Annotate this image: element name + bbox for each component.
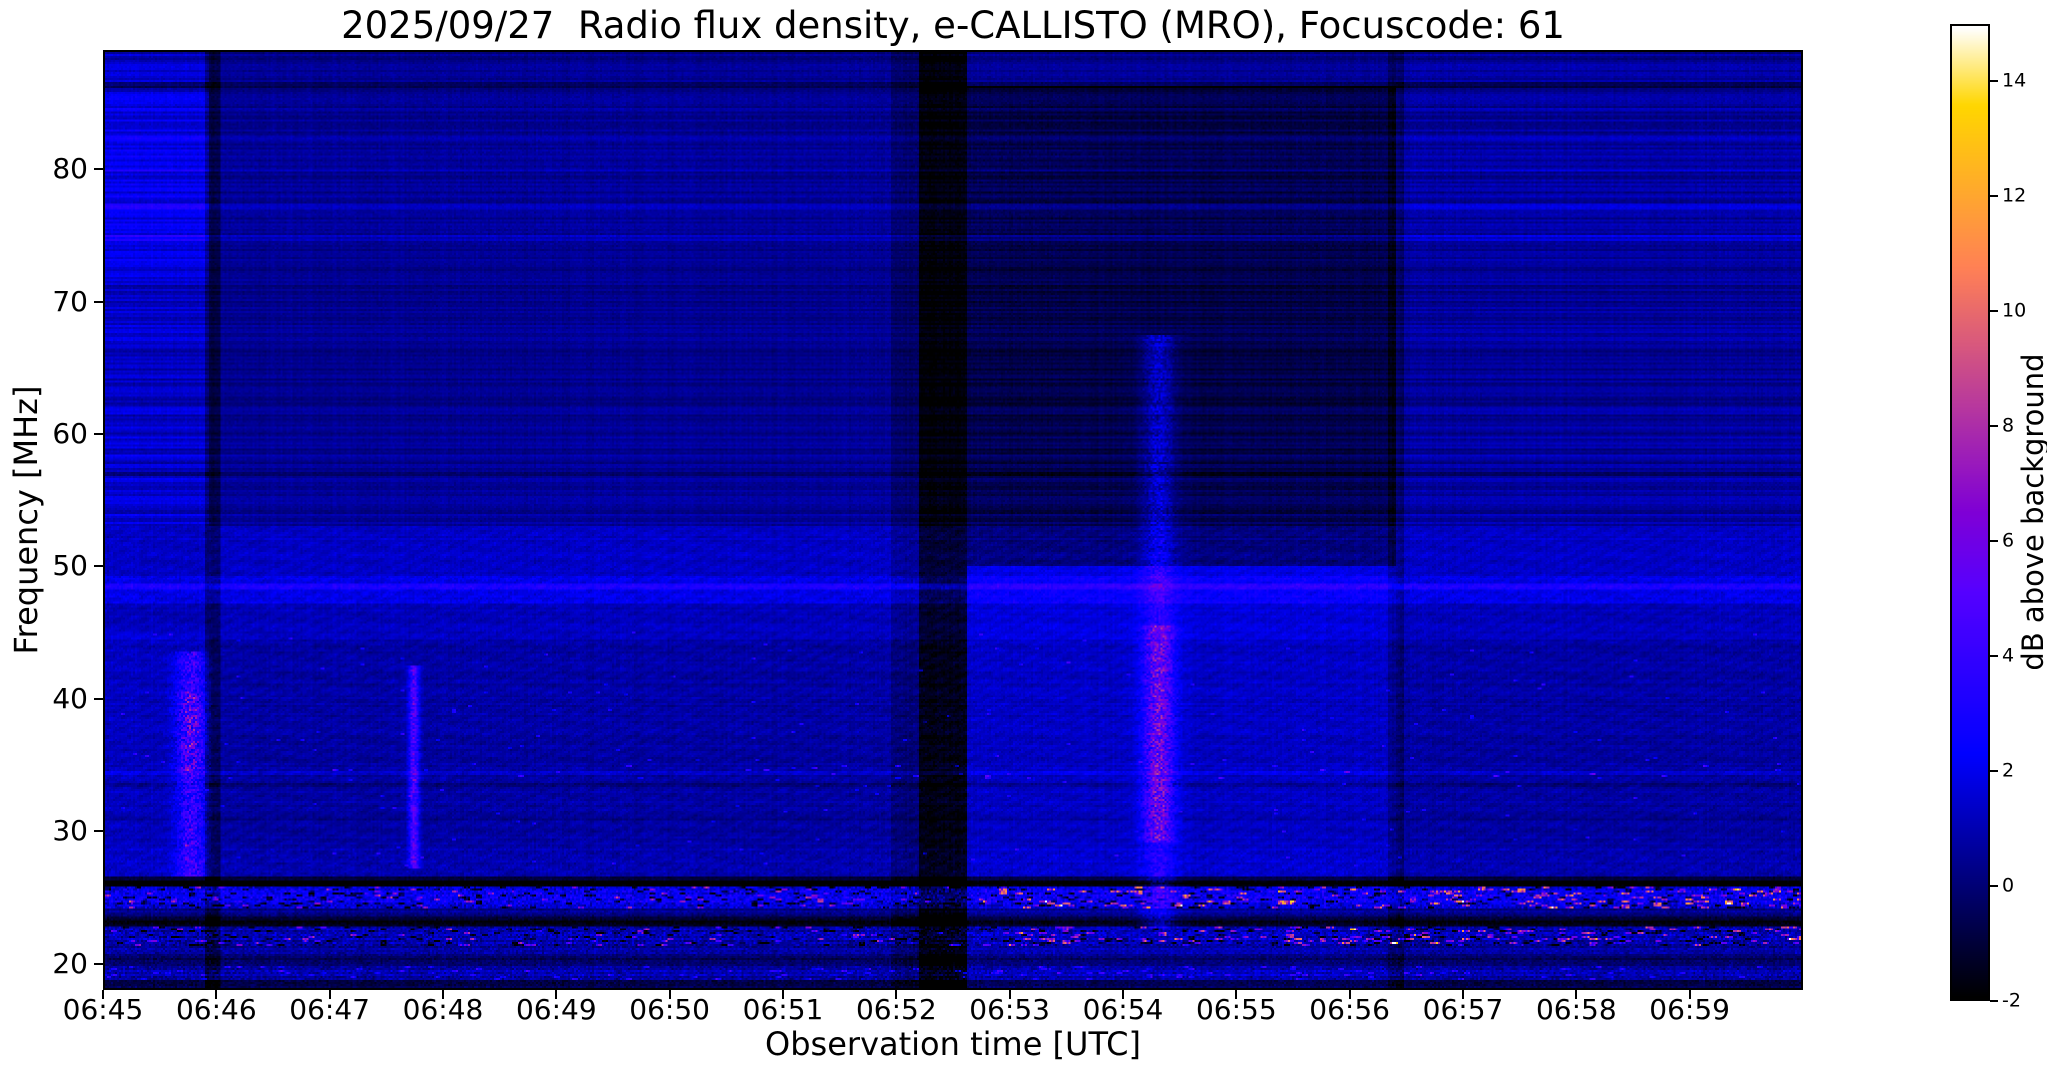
chart-title: 2025/09/27 Radio flux density, e-CALLIST… — [341, 4, 1565, 47]
x-tick-label: 06:49 — [515, 993, 597, 1026]
colorbar-tick-mark — [1990, 1000, 1998, 1002]
colorbar-tick-label: 8 — [2002, 414, 2015, 437]
x-tick-mark — [668, 990, 671, 999]
x-tick-label: 06:45 — [62, 993, 144, 1026]
x-tick-mark — [1235, 990, 1238, 999]
y-tick-label: 70 — [52, 284, 88, 318]
colorbar-tick-mark — [1990, 195, 1998, 198]
colorbar-gradient — [1952, 26, 1988, 999]
x-tick-mark — [782, 990, 784, 999]
x-tick-mark — [1575, 990, 1578, 999]
y-tick-mark — [94, 565, 103, 568]
y-tick-label: 80 — [52, 152, 88, 186]
y-tick-mark — [94, 168, 103, 171]
y-tick-label: 60 — [52, 416, 88, 450]
y-tick-label: 50 — [52, 549, 88, 583]
x-tick-mark — [555, 990, 558, 999]
colorbar-tick-mark — [1990, 425, 1998, 428]
colorbar-label: dB above background — [2016, 353, 2047, 671]
colorbar-tick-mark — [1990, 540, 1998, 543]
colorbar-tick-label: -2 — [2002, 989, 2021, 1012]
x-tick-label: 06:59 — [1649, 993, 1731, 1026]
x-axis-label: Observation time [UTC] — [765, 1025, 1141, 1063]
colorbar-tick-label: 12 — [2002, 184, 2027, 207]
y-tick-mark — [94, 432, 103, 435]
colorbar-tick-label: 0 — [2002, 874, 2015, 897]
colorbar-tick-mark — [1990, 80, 1998, 83]
x-tick-mark — [1122, 990, 1124, 999]
x-tick-mark — [895, 990, 898, 999]
y-tick-label: 40 — [52, 681, 88, 715]
x-tick-label: 06:58 — [1535, 993, 1617, 1026]
x-tick-label: 06:55 — [1195, 993, 1277, 1026]
x-tick-mark — [328, 990, 331, 999]
colorbar-tick-label: 14 — [2002, 69, 2027, 92]
x-tick-mark — [1348, 990, 1351, 999]
spectrogram-plot — [103, 50, 1803, 990]
colorbar-tick-mark — [1990, 885, 1998, 888]
colorbar-tick-mark — [1990, 770, 1998, 773]
x-tick-label: 06:50 — [629, 993, 711, 1026]
spectrogram-image — [105, 52, 1801, 988]
colorbar-tick-mark — [1990, 655, 1998, 658]
colorbar — [1950, 24, 1990, 1001]
x-tick-mark — [1008, 990, 1011, 999]
colorbar-tick-label: 2 — [2002, 759, 2015, 782]
y-tick-mark — [94, 300, 103, 303]
colorbar-tick-label: 4 — [2002, 644, 2015, 667]
x-tick-label: 06:52 — [855, 993, 937, 1026]
x-tick-label: 06:47 — [289, 993, 371, 1026]
x-tick-label: 06:57 — [1422, 993, 1504, 1026]
colorbar-tick-label: 10 — [2002, 299, 2027, 322]
x-tick-mark — [102, 990, 104, 999]
x-tick-mark — [1462, 990, 1464, 999]
x-tick-mark — [215, 990, 218, 999]
colorbar-tick-label: 6 — [2002, 529, 2015, 552]
x-tick-label: 06:46 — [175, 993, 257, 1026]
x-tick-label: 06:53 — [969, 993, 1051, 1026]
y-tick-mark — [94, 962, 103, 965]
colorbar-tick-mark — [1990, 310, 1998, 313]
x-tick-label: 06:48 — [402, 993, 484, 1026]
x-tick-label: 06:54 — [1082, 993, 1164, 1026]
y-tick-mark — [94, 830, 103, 833]
x-tick-mark — [1688, 990, 1691, 999]
y-tick-label: 30 — [52, 814, 88, 848]
y-tick-label: 20 — [52, 946, 88, 980]
y-tick-mark — [94, 697, 103, 700]
x-tick-label: 06:51 — [742, 993, 824, 1026]
x-tick-label: 06:56 — [1309, 993, 1391, 1026]
x-tick-mark — [442, 990, 444, 999]
